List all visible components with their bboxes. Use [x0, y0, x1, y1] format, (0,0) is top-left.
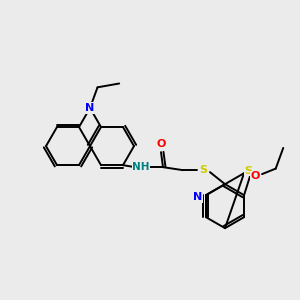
- Text: NH: NH: [132, 162, 150, 172]
- Text: S: S: [199, 165, 207, 175]
- Text: O: O: [156, 139, 166, 149]
- Text: N: N: [85, 103, 94, 113]
- Text: N: N: [193, 192, 203, 202]
- Text: O: O: [250, 171, 260, 181]
- Text: S: S: [244, 166, 252, 176]
